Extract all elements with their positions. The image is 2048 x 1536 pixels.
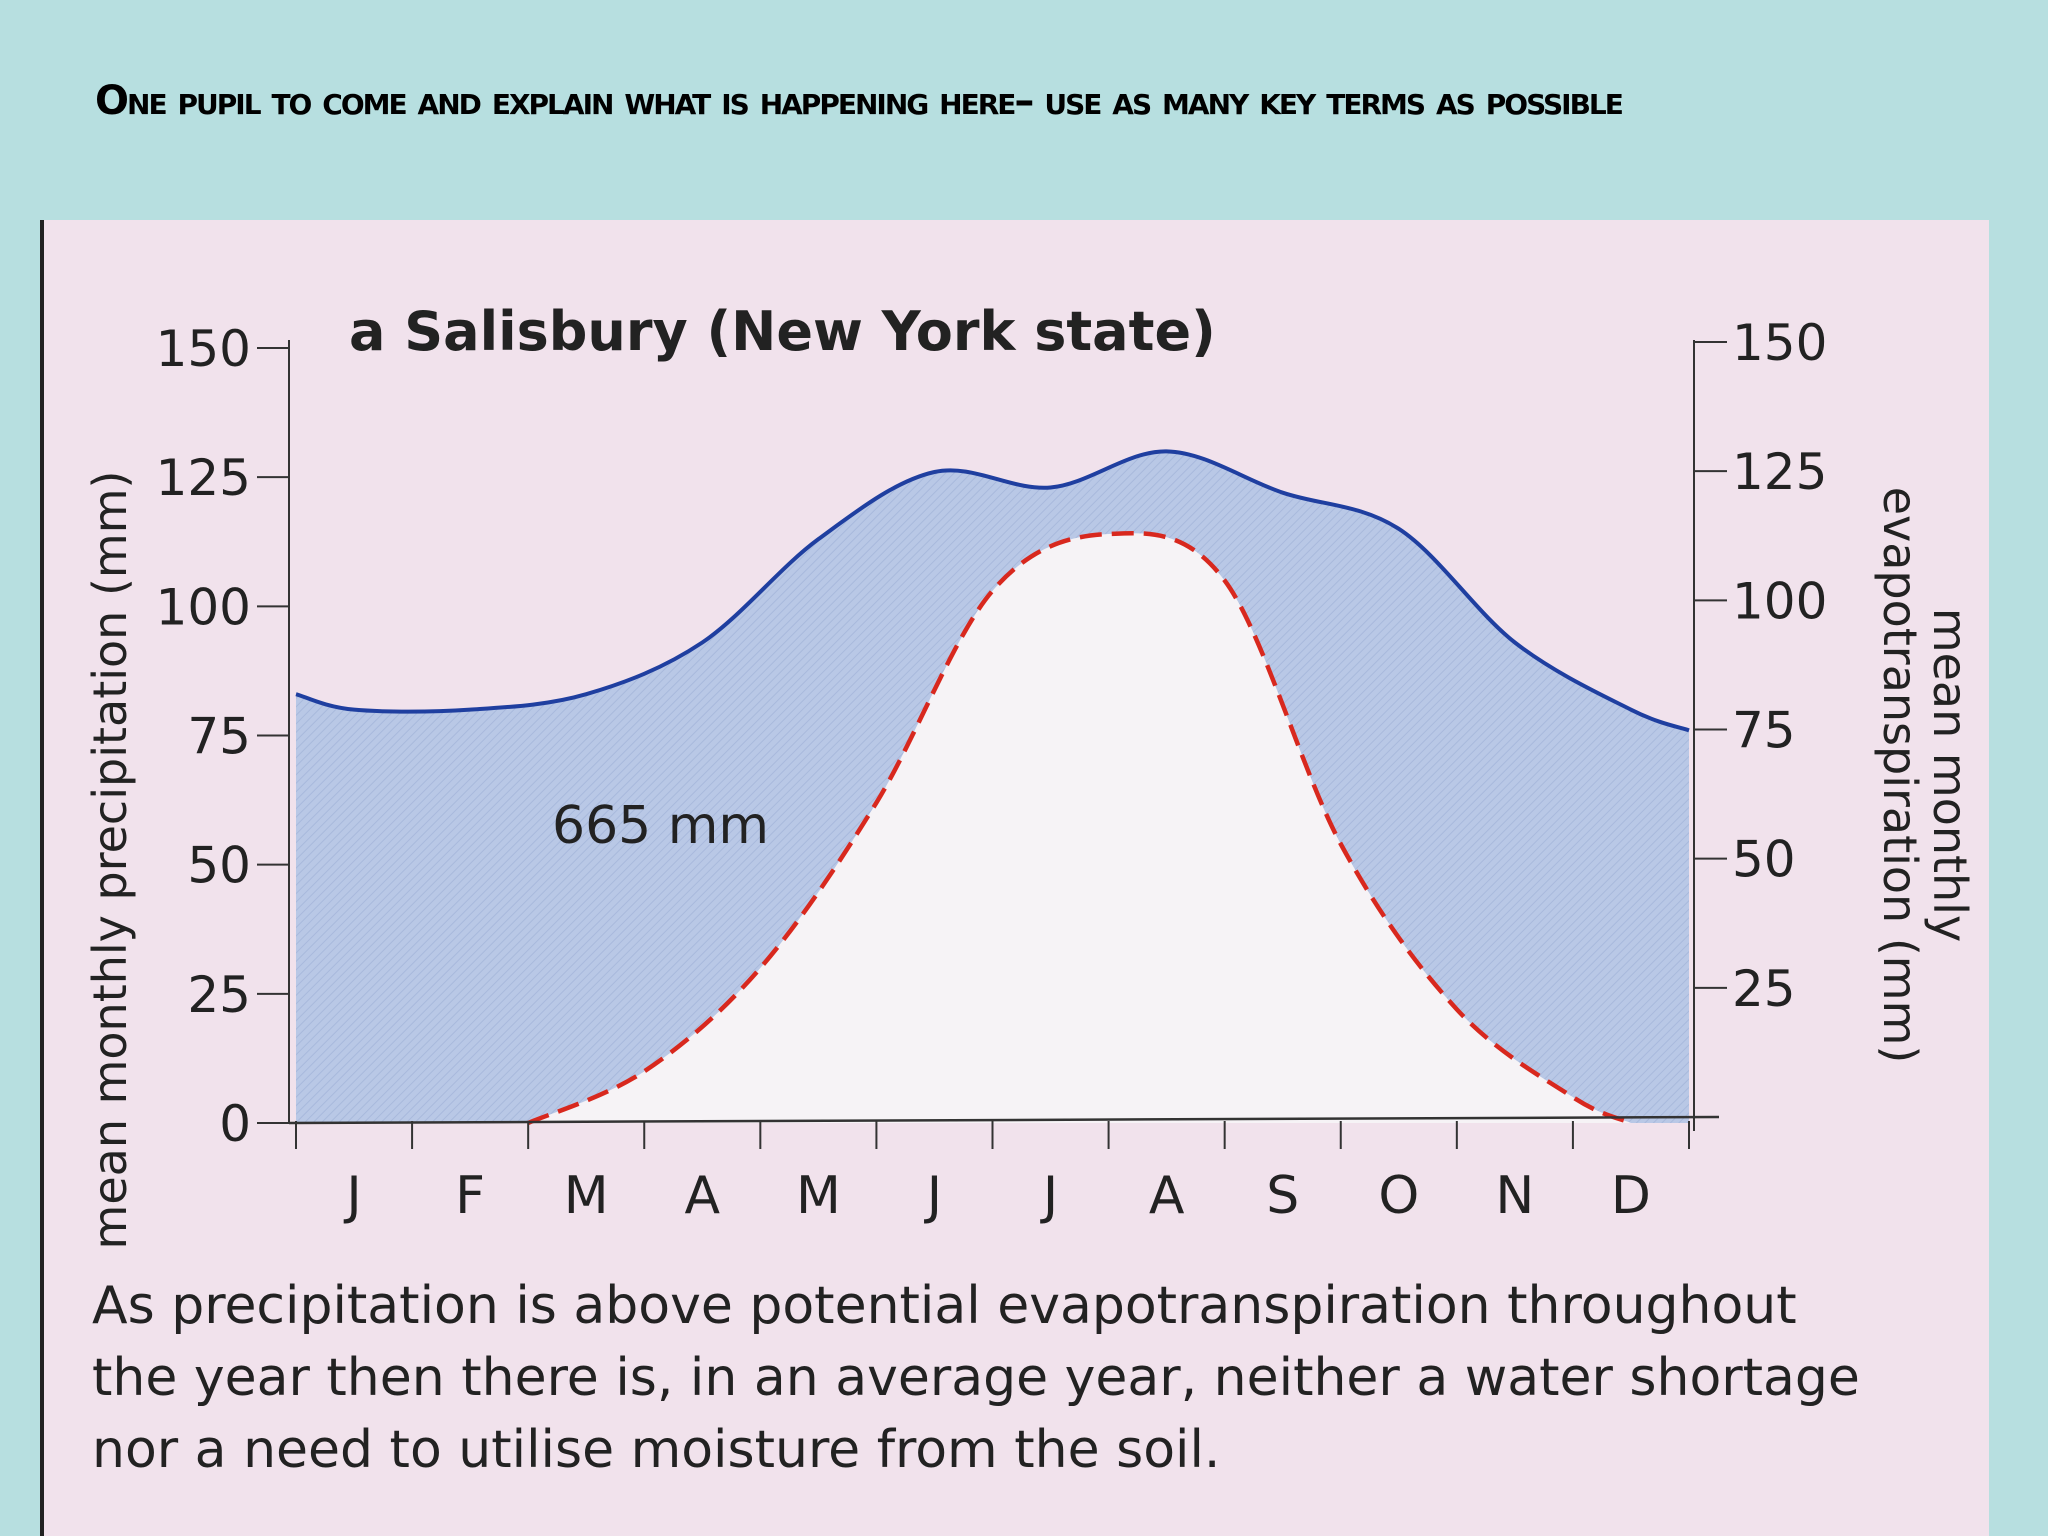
chart-svg: 0 25 50 75 100 125 150 25 50 75 100 125 150 J F M A M J J A S… — [83, 300, 1977, 1250]
evapotranspiration-area — [528, 533, 1631, 1123]
x-tick-label: A — [1149, 1166, 1185, 1226]
y-axis-label-left: mean monthly precipitation (mm) — [83, 471, 137, 1250]
y-axis-label-right-line1: mean monthly — [1923, 608, 1977, 942]
y-axis-label-right-line2: evapotranspiration (mm) — [1873, 487, 1927, 1064]
y-tick-label-left: 150 — [156, 320, 251, 378]
x-tick-label: M — [564, 1166, 609, 1226]
y-tick-label-left: 25 — [187, 966, 251, 1024]
axes: 0 25 50 75 100 125 150 25 50 75 100 125 150 J F M A M J J A S… — [156, 314, 1828, 1226]
y-tick-label-right: 75 — [1732, 702, 1796, 760]
x-tick-label: D — [1611, 1166, 1651, 1226]
y-tick-label-left: 100 — [156, 578, 251, 636]
precipitation-line — [295, 449, 1690, 733]
slide-heading: One pupil to come and explain what is ha… — [95, 78, 1624, 124]
y-tick-label-right: 50 — [1732, 831, 1796, 889]
x-tick-label: S — [1266, 1166, 1299, 1226]
y-tick-label-left: 50 — [187, 837, 251, 895]
annotation-665mm: 665 mm — [552, 796, 769, 856]
caption-line-3: nor a need to utilise moisture from the … — [92, 1420, 1221, 1480]
y-tick-label-right: 100 — [1732, 572, 1827, 630]
x-tick-label: F — [455, 1166, 485, 1226]
y-tick-label-right: 125 — [1732, 443, 1827, 501]
chart-figure: 0 25 50 75 100 125 150 25 50 75 100 125 150 J F M A M J J A S… — [40, 220, 1989, 1536]
caption: As precipitation is above potential evap… — [92, 1270, 1989, 1486]
x-tick-label: J — [343, 1166, 361, 1226]
x-tick-label: J — [924, 1166, 942, 1226]
caption-line-1: As precipitation is above potential evap… — [92, 1276, 1797, 1336]
x-tick-label: O — [1378, 1166, 1419, 1226]
x-tick-label: M — [796, 1166, 841, 1226]
y-tick-label-left: 125 — [156, 449, 251, 507]
x-tick-label: J — [1040, 1166, 1058, 1226]
y-tick-label-right: 150 — [1732, 314, 1827, 372]
y-tick-label-left: 0 — [219, 1095, 251, 1153]
evapotranspiration-line — [527, 531, 1632, 1126]
x-tick-label: A — [685, 1166, 721, 1226]
y-tick-label-right: 25 — [1732, 960, 1796, 1018]
x-tick-label: N — [1495, 1166, 1534, 1226]
chart-title: a Salisbury (New York state) — [349, 300, 1216, 363]
y-tick-label-left: 75 — [187, 708, 251, 766]
caption-line-2: the year then there is, in an average ye… — [92, 1348, 1860, 1408]
